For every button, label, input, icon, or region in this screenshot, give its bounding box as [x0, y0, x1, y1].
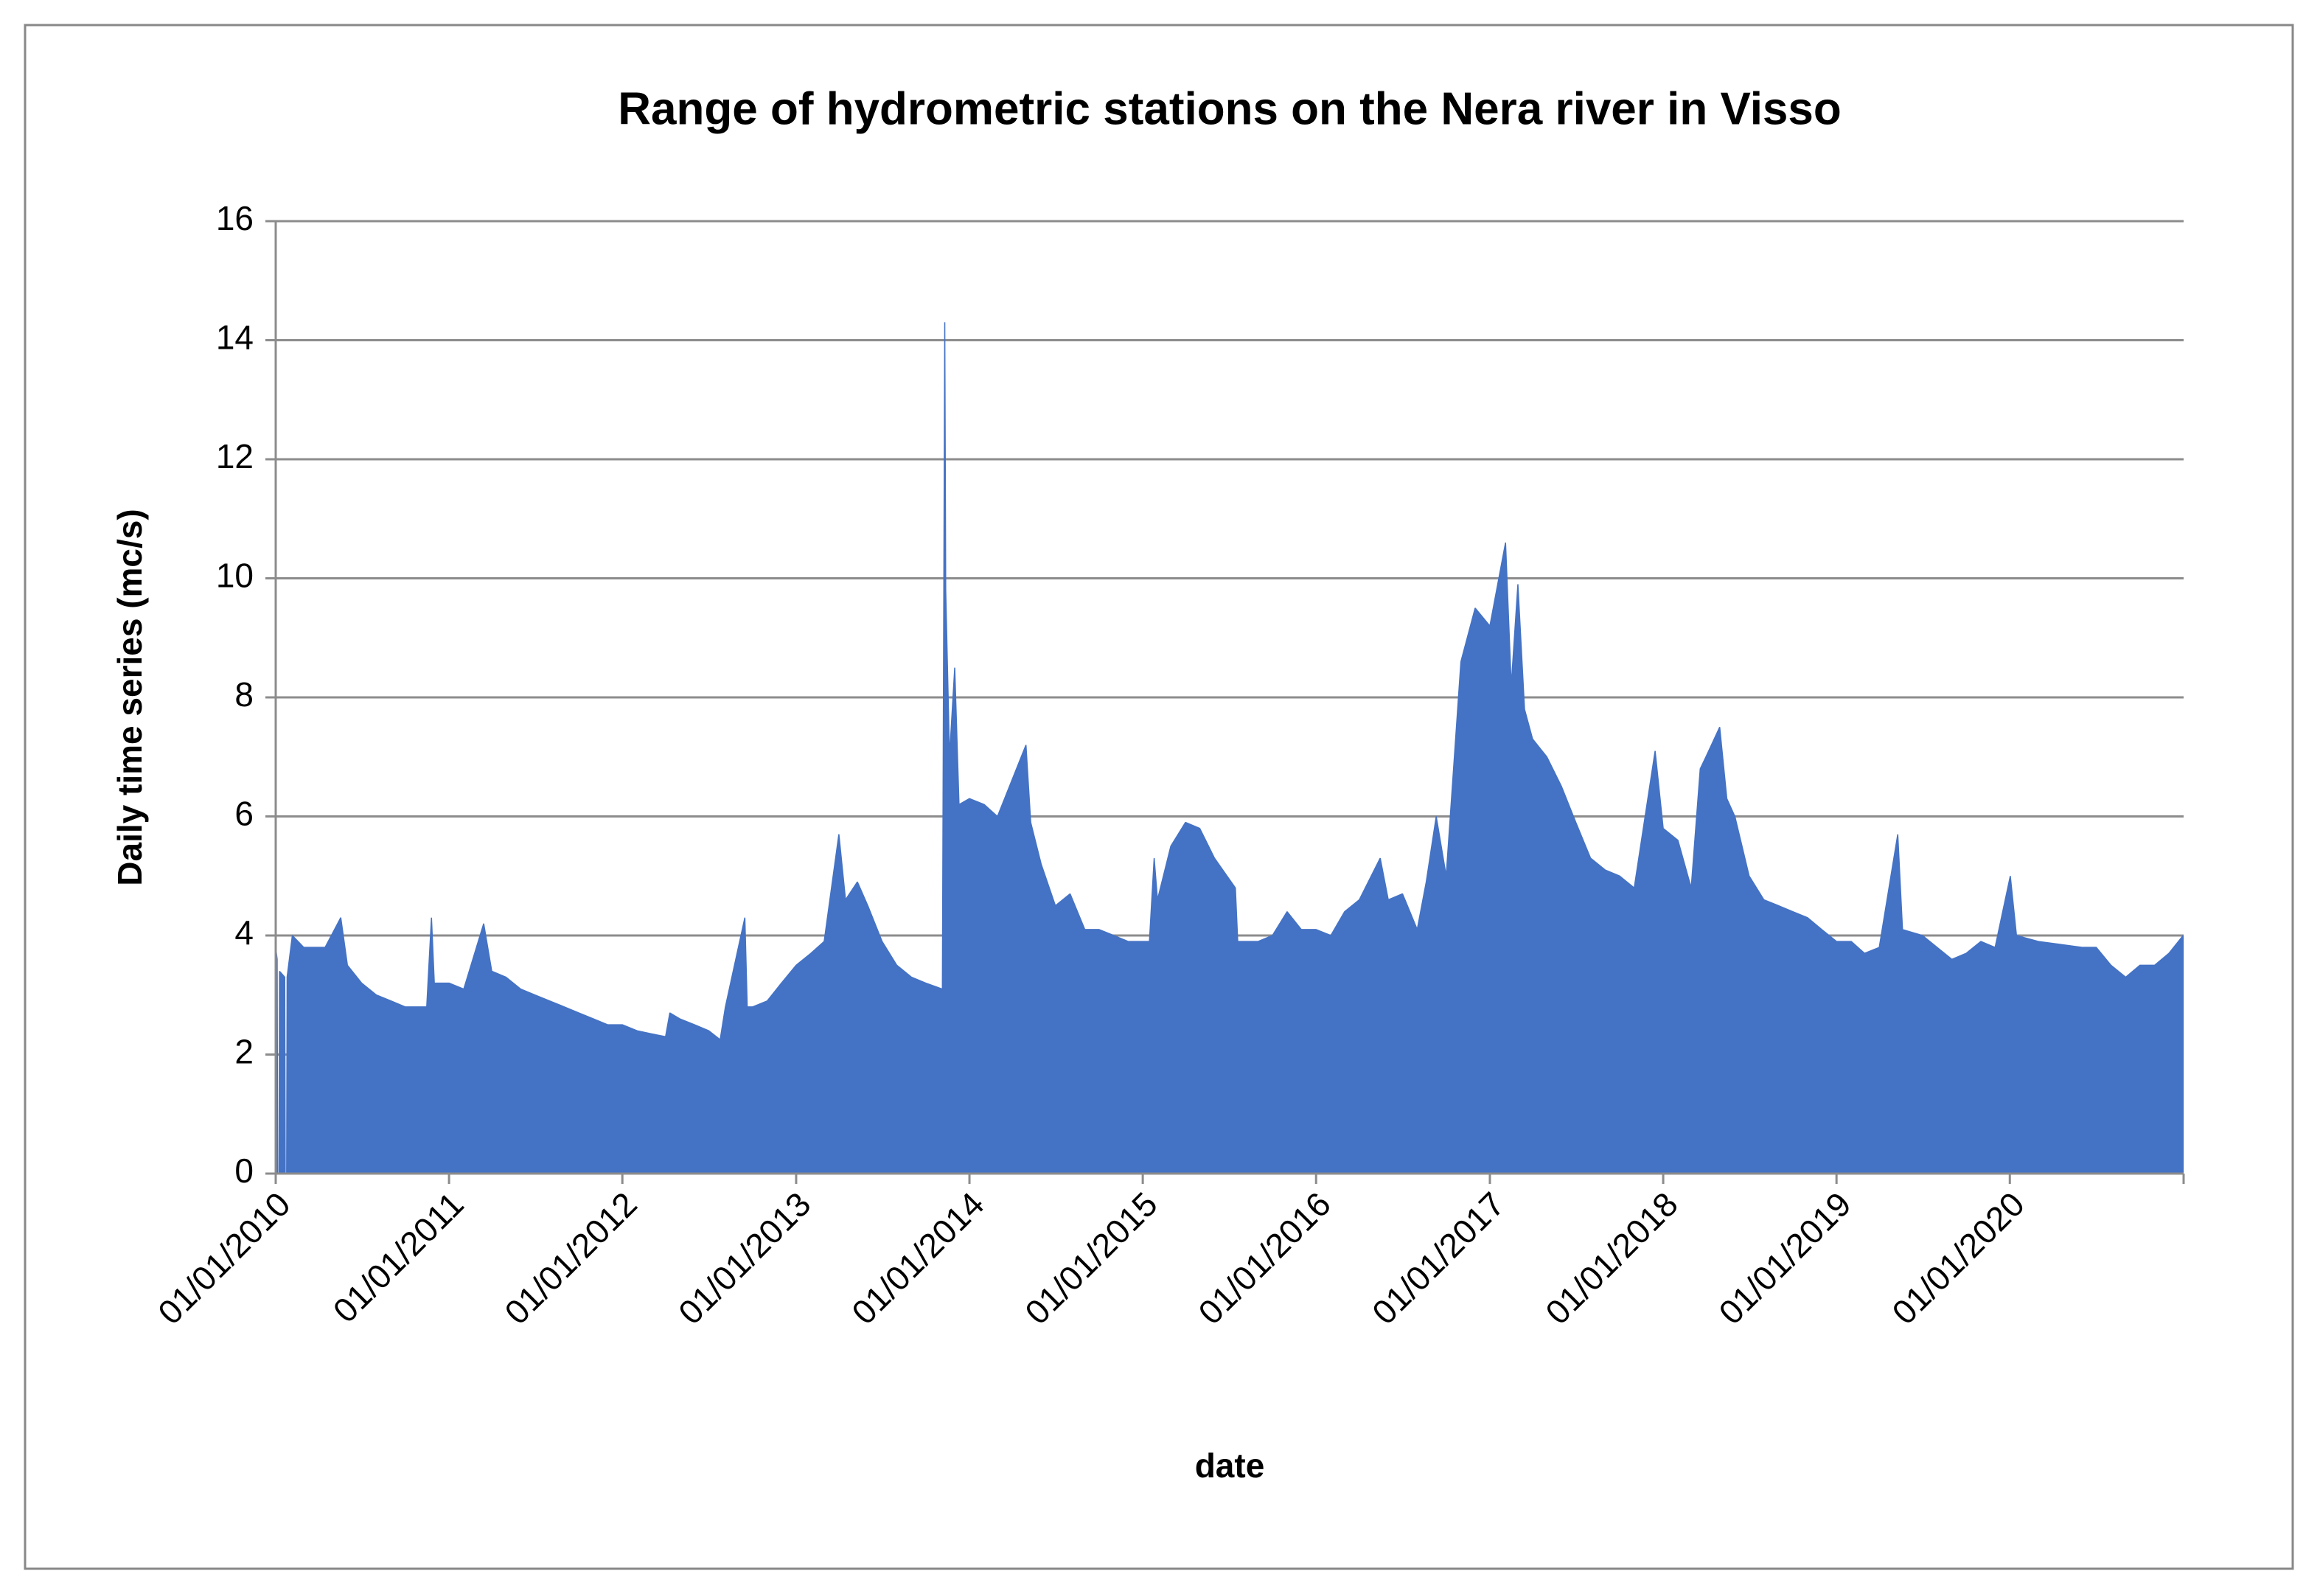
y-tick-label: 14 [216, 318, 254, 357]
y-axis-title: Daily time series (mc/s) [111, 509, 149, 885]
y-tick-label: 2 [234, 1033, 254, 1071]
y-tick-label: 12 [216, 437, 254, 475]
chart-title: Range of hydrometric stations on the Ner… [618, 83, 1842, 134]
x-axis-title: date [1195, 1446, 1265, 1485]
area [275, 322, 2184, 1174]
y-tick-label: 16 [216, 199, 254, 237]
y-tick-label: 0 [234, 1151, 254, 1190]
y-tick-label: 4 [234, 913, 254, 952]
y-tick-label: 10 [216, 557, 254, 595]
y-tick-label: 6 [234, 795, 254, 833]
chart-border [24, 24, 2294, 1570]
y-tick-label: 8 [234, 675, 254, 714]
